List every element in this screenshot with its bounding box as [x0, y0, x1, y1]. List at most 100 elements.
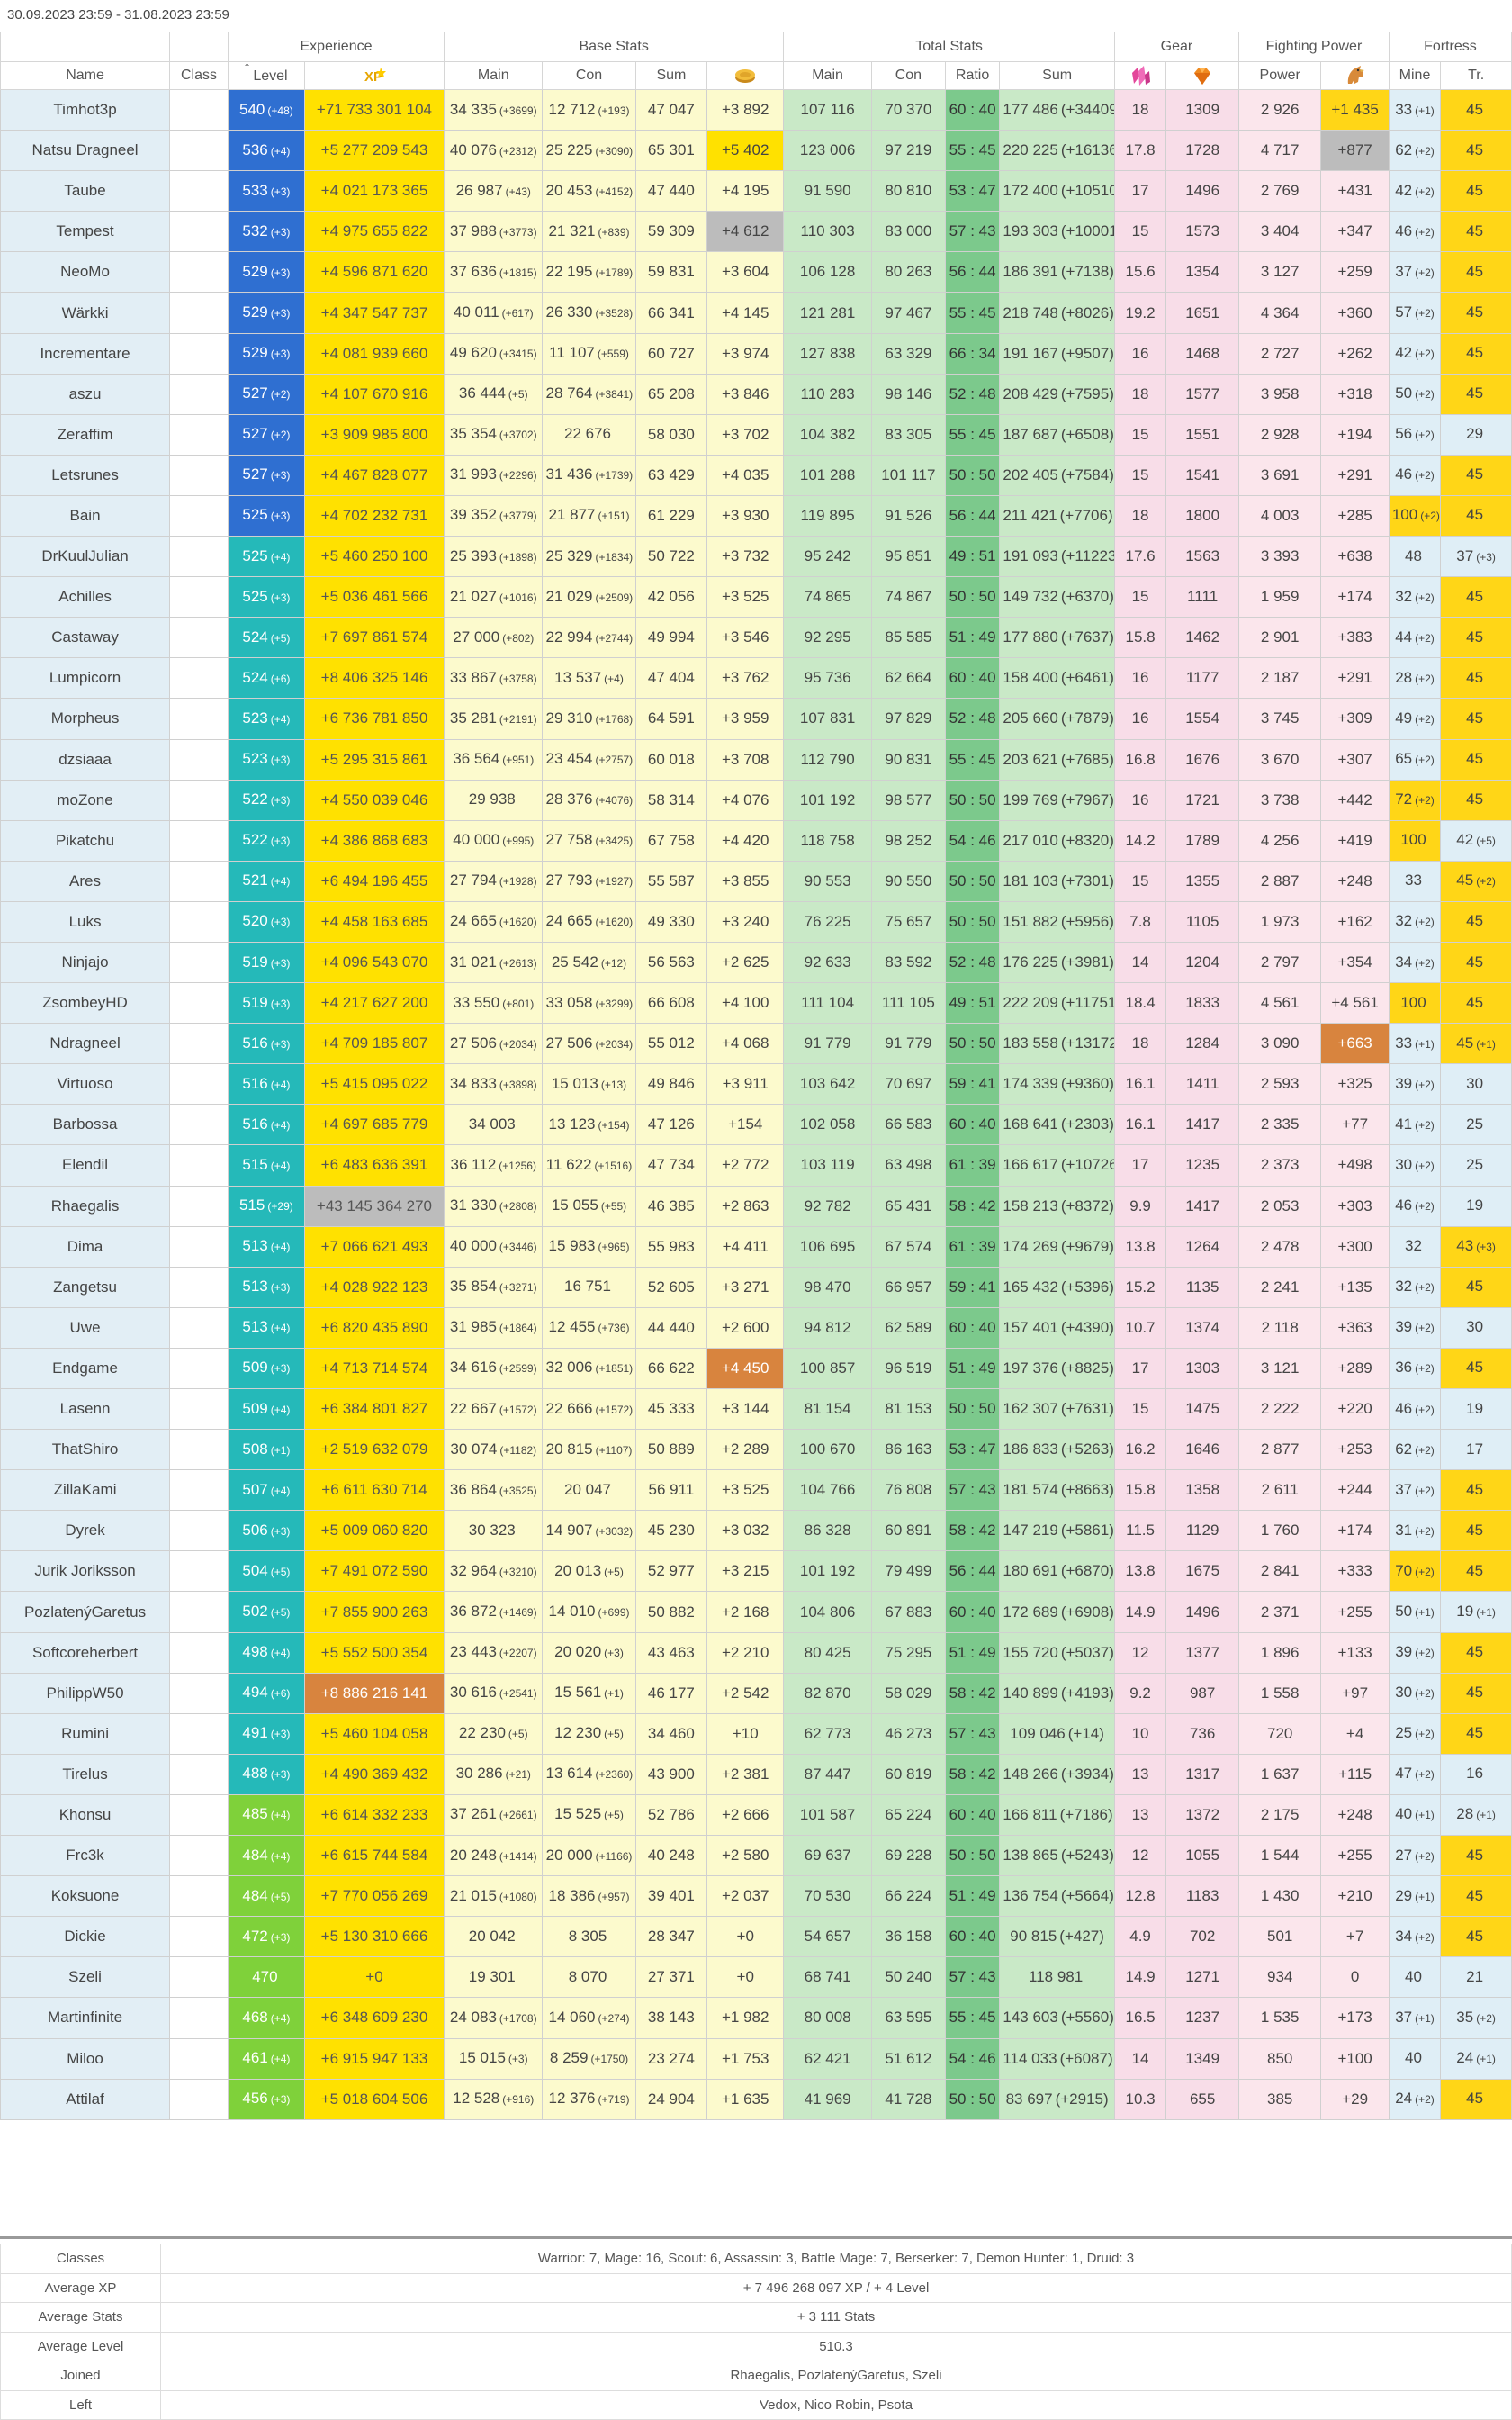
player-name[interactable]: Khonsu [0, 1793, 171, 1837]
player-name[interactable]: Jurik Joriksson [0, 1550, 171, 1593]
table-row[interactable]: Softcoreherbert 498 (+4) +5 552 500 354 23 4… [0, 1631, 1512, 1674]
table-row[interactable]: Tempest 532 (+3) +4 975 655 822 37 988 (+3773… [0, 211, 1512, 253]
player-name[interactable]: DrKuulJulian [0, 536, 171, 578]
player-name[interactable]: Elendil [0, 1144, 171, 1187]
table-row[interactable]: Barbossa 516 (+4) +4 697 685 779 34 003 13 12… [0, 1104, 1512, 1146]
table-row[interactable]: Ndragneel 516 (+3) +4 709 185 807 27 506 (+20… [0, 1023, 1512, 1065]
table-row[interactable]: Achilles 525 (+3) +5 036 461 566 21 027 (+101… [0, 576, 1512, 619]
player-name[interactable]: Bain [0, 494, 171, 537]
table-row[interactable]: Virtuoso 516 (+4) +5 415 095 022 34 833 (+389… [0, 1063, 1512, 1106]
player-name[interactable]: Zeraffim [0, 413, 171, 456]
table-row[interactable]: Zangetsu 513 (+3) +4 028 922 123 35 854 (+327… [0, 1266, 1512, 1308]
col-treasury[interactable]: Tr. [1440, 61, 1512, 90]
player-name[interactable]: Castaway [0, 617, 171, 659]
player-name[interactable]: ZillaKami [0, 1469, 171, 1512]
table-row[interactable]: Dima 513 (+4) +7 066 621 493 40 000 (+3446) 15… [0, 1225, 1512, 1268]
table-row[interactable]: Lumpicorn 524 (+6) +8 406 325 146 33 867 (+37… [0, 657, 1512, 700]
table-row[interactable]: Wärkki 529 (+3) +4 347 547 737 40 011 (+617) 2… [0, 292, 1512, 334]
table-row[interactable]: PozlatenýGaretus 502 (+5) +7 855 900 263 36 … [0, 1591, 1512, 1633]
table-row[interactable]: Rhaegalis 515 (+29) +43 145 364 270 31 330 (+… [0, 1185, 1512, 1227]
player-name[interactable]: ThatShiro [0, 1429, 171, 1471]
player-name[interactable]: Wärkki [0, 292, 171, 334]
col-level[interactable]: ˆ Level [227, 61, 305, 90]
col-fp-delta[interactable] [1320, 61, 1390, 90]
table-row[interactable]: PhilippW50 494 (+6) +8 886 216 141 30 616 (+2… [0, 1672, 1512, 1714]
col-name[interactable]: Name [0, 61, 171, 90]
table-row[interactable]: Rumini 491 (+3) +5 460 104 058 22 230 (+5) 12 … [0, 1712, 1512, 1755]
player-name[interactable]: Frc3k [0, 1835, 171, 1877]
table-row[interactable]: Uwe 513 (+4) +6 820 435 890 31 985 (+1864) 12 … [0, 1306, 1512, 1349]
table-row[interactable]: Luks 520 (+3) +4 458 163 685 24 665 (+1620) 24… [0, 900, 1512, 943]
player-name[interactable]: Martinfinite [0, 1997, 171, 2039]
player-name[interactable]: Endgame [0, 1347, 171, 1390]
player-name[interactable]: ZsombeyHD [0, 982, 171, 1025]
player-name[interactable]: Lumpicorn [0, 657, 171, 700]
table-row[interactable]: NeoMo 529 (+3) +4 596 871 620 37 636 (+1815) 2… [0, 251, 1512, 293]
table-row[interactable]: Bain 525 (+3) +4 702 232 731 39 352 (+3779) 21… [0, 494, 1512, 537]
col-sum[interactable]: Sum [634, 61, 708, 90]
col-mine[interactable]: Mine [1388, 61, 1442, 90]
player-name[interactable]: Miloo [0, 2037, 171, 2080]
player-name[interactable]: Ninjajo [0, 941, 171, 984]
table-row[interactable]: Incrementare 529 (+3) +4 081 939 660 49 620(… [0, 332, 1512, 375]
col-con[interactable]: Con [542, 61, 636, 90]
table-row[interactable]: aszu 527 (+2) +4 107 670 916 36 444 (+5) 28 76… [0, 373, 1512, 415]
player-name[interactable]: Lasenn [0, 1387, 171, 1431]
table-row[interactable]: Natsu Dragneel 536 (+4) +5 277 209 543 40 07… [0, 130, 1512, 172]
player-name[interactable]: Achilles [0, 576, 171, 619]
table-row[interactable]: Zeraffim 527 (+2) +3 909 985 800 35 354 (+370… [0, 413, 1512, 456]
table-row[interactable]: Pikatchu 522 (+3) +4 386 868 683 40 000 (+995… [0, 819, 1512, 862]
player-name[interactable]: Timhot3p [0, 88, 171, 131]
player-name[interactable]: Rhaegalis [0, 1185, 171, 1227]
col-total-main[interactable]: Main [783, 61, 872, 90]
table-row[interactable]: Dickie 472 (+3) +5 130 310 666 20 042 8 305 28… [0, 1916, 1512, 1958]
player-name[interactable]: Luks [0, 900, 171, 943]
table-row[interactable]: Miloo 461 (+4) +6 915 947 133 15 015 (+3) 8 25… [0, 2037, 1512, 2080]
table-row[interactable]: Letsrunes 527 (+3) +4 467 828 077 31 993 (+22… [0, 454, 1512, 496]
player-name[interactable]: Attilaf [0, 2078, 171, 2120]
col-ratio[interactable]: Ratio [944, 61, 1001, 90]
player-name[interactable]: Natsu Dragneel [0, 130, 171, 172]
table-row[interactable]: Timhot3p 540 (+48) +71 733 301 104 34 335 (+3… [0, 88, 1512, 131]
table-row[interactable]: Khonsu 485 (+4) +6 614 332 233 37 261 (+2661)… [0, 1793, 1512, 1837]
table-row[interactable]: Ninjajo 519 (+3) +4 096 543 070 31 021 (+2613… [0, 941, 1512, 984]
table-row[interactable]: Tirelus 488 (+3) +4 490 369 432 30 286 (+21) 1… [0, 1753, 1512, 1795]
player-name[interactable]: Ares [0, 860, 171, 902]
col-xp[interactable]: XP [303, 61, 446, 90]
table-row[interactable]: Attilaf 456 (+3) +5 018 604 506 12 528 (+916)… [0, 2078, 1512, 2120]
player-name[interactable]: Koksuone [0, 1875, 171, 1918]
player-name[interactable]: Incrementare [0, 332, 171, 375]
table-row[interactable]: Endgame 509 (+3) +4 713 714 574 34 616 (+2599… [0, 1347, 1512, 1390]
table-row[interactable]: Martinfinite 468 (+4) +6 348 609 230 24 083(… [0, 1997, 1512, 2039]
table-row[interactable]: dzsiaaa 523 (+3) +5 295 315 861 36 564 (+951)… [0, 738, 1512, 781]
col-total-con[interactable]: Con [870, 61, 946, 90]
table-row[interactable]: DrKuulJulian 525 (+4) +5 460 250 100 25 393(… [0, 536, 1512, 578]
table-row[interactable]: moZone 522 (+3) +4 550 039 046 29 938 28 376(… [0, 779, 1512, 821]
player-name[interactable]: dzsiaaa [0, 738, 171, 781]
table-row[interactable]: Frc3k 484 (+4) +6 615 744 584 20 248 (+1414) 2… [0, 1835, 1512, 1877]
table-row[interactable]: ThatShiro 508 (+1) +2 519 632 079 30 074 (+11… [0, 1429, 1512, 1471]
table-row[interactable]: Taube 533 (+3) +4 021 173 365 26 987 (+43) 20 … [0, 170, 1512, 212]
player-name[interactable]: Barbossa [0, 1104, 171, 1146]
player-name[interactable]: aszu [0, 373, 171, 415]
table-row[interactable]: Morpheus 523 (+4) +6 736 781 850 35 281 (+219… [0, 698, 1512, 740]
col-power[interactable]: Power [1238, 61, 1322, 90]
col-total-sum[interactable]: Sum [999, 61, 1115, 90]
table-row[interactable]: Szeli 470 +0 19 301 8 070 27 371 +0 68 741 50 24… [0, 1956, 1512, 1999]
player-name[interactable]: Dima [0, 1225, 171, 1268]
player-name[interactable]: Ndragneel [0, 1023, 171, 1065]
player-name[interactable]: Dyrek [0, 1510, 171, 1552]
player-name[interactable]: Rumini [0, 1712, 171, 1755]
player-name[interactable]: Taube [0, 170, 171, 212]
player-name[interactable]: Softcoreherbert [0, 1631, 171, 1674]
player-name[interactable]: NeoMo [0, 251, 171, 293]
table-row[interactable]: ZillaKami 507 (+4) +6 611 630 714 36 864 (+35… [0, 1469, 1512, 1512]
col-gold[interactable] [706, 61, 785, 90]
player-name[interactable]: Tempest [0, 211, 171, 253]
table-row[interactable]: Ares 521 (+4) +6 494 196 455 27 794 (+1928) 27… [0, 860, 1512, 902]
table-row[interactable]: Elendil 515 (+4) +6 483 636 391 36 112 (+1256… [0, 1144, 1512, 1187]
player-name[interactable]: PozlatenýGaretus [0, 1591, 171, 1633]
table-row[interactable]: Castaway 524 (+5) +7 697 861 574 27 000 (+802… [0, 617, 1512, 659]
player-name[interactable]: Virtuoso [0, 1063, 171, 1106]
table-row[interactable]: Lasenn 509 (+4) +6 384 801 827 22 667 (+1572)… [0, 1387, 1512, 1431]
